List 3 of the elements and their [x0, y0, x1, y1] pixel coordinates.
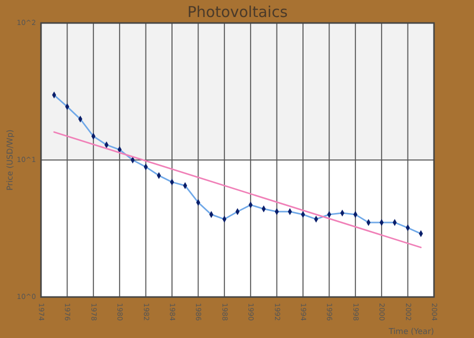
- chart-title: Photovoltaics: [187, 3, 288, 21]
- x-axis-title: Time (Year): [388, 327, 434, 336]
- y-axis-title: Price (USD/Wp): [6, 129, 14, 191]
